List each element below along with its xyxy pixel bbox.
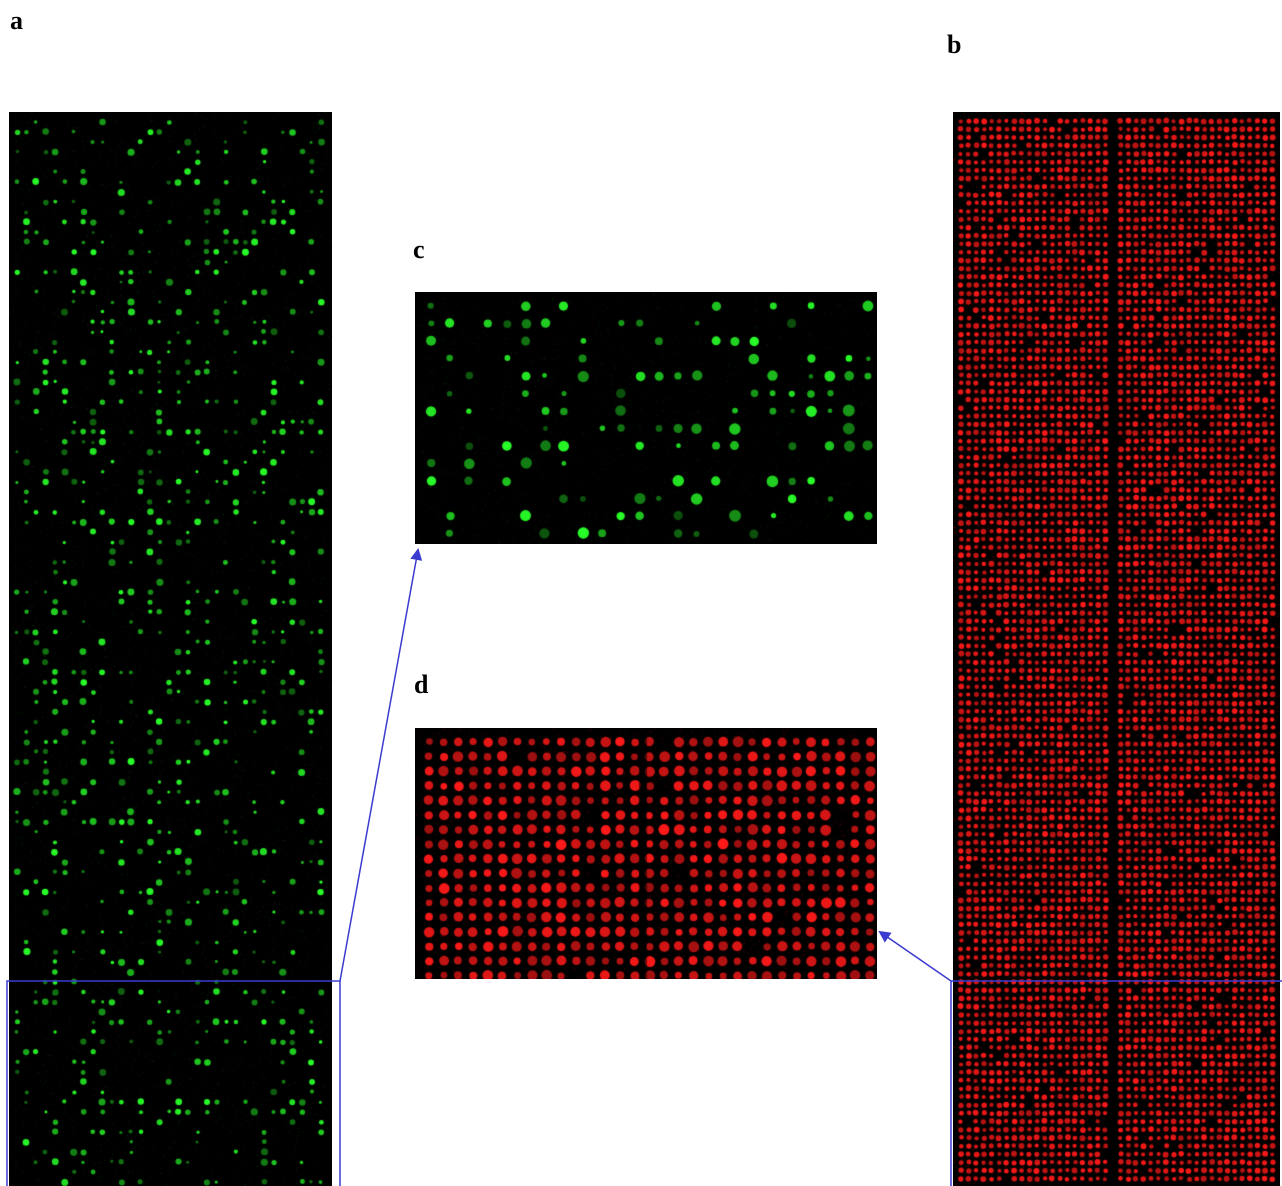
green-zoom-panel [415, 292, 877, 544]
green-zoom-image [415, 292, 877, 544]
red-zoom-image [415, 728, 877, 979]
green-microarray-image [9, 112, 332, 1186]
panel-label-d: d [414, 670, 429, 699]
arrow-a-to-c [339, 548, 423, 982]
green-microarray-panel [9, 112, 332, 1186]
arrow-b-to-d [878, 930, 952, 982]
panel-label-c: c [413, 235, 425, 264]
red-microarray-image [953, 112, 1280, 1186]
red-zoom-panel [415, 728, 877, 979]
panel-label-b: b [947, 30, 962, 59]
panel-label-a: a [10, 6, 23, 35]
red-microarray-panel [953, 112, 1280, 1186]
